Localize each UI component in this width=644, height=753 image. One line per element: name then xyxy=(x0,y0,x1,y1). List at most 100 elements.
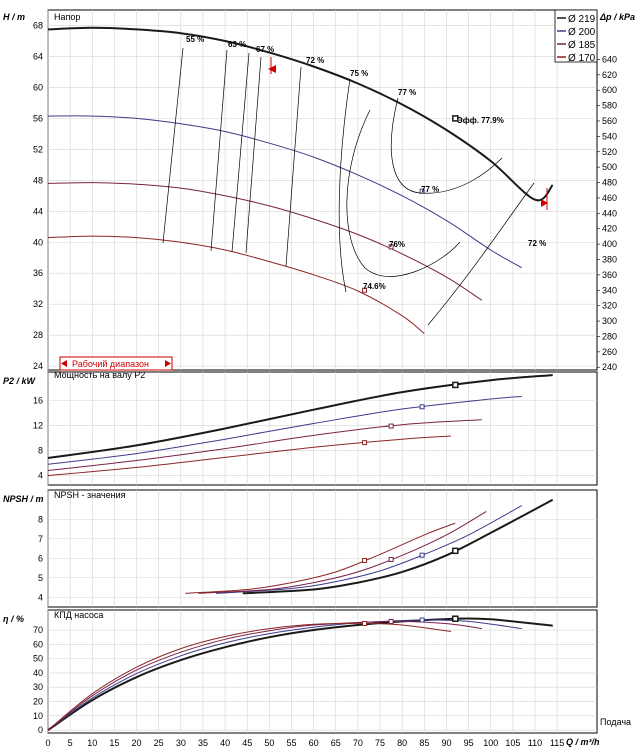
efficiency-y-tick-label: 20 xyxy=(33,697,43,707)
npsh-y-axis-label: NPSH / m xyxy=(3,494,44,504)
eff-label-77b: 77 % xyxy=(421,185,439,194)
operating-range-box xyxy=(59,356,173,371)
efficiency-y-tick-label: 50 xyxy=(33,654,43,664)
x-tick-label: 20 xyxy=(132,738,142,748)
head-y-tick-label: 64 xyxy=(33,51,43,61)
efficiency-panel-title: КПД насоса xyxy=(54,610,103,620)
pressure-y-tick-label: 640 xyxy=(602,54,617,64)
npsh-y-tick-label: 4 xyxy=(38,592,43,602)
npsh-curve-170 xyxy=(185,522,456,594)
legend-label-200: Ø 200 xyxy=(568,27,596,38)
legend-label-185: Ø 185 xyxy=(568,40,596,51)
head-y-axis-label: H / m xyxy=(3,12,25,22)
flow-axis-caption: Подача xyxy=(600,717,631,727)
power-y-tick-label: 16 xyxy=(33,395,43,405)
x-tick-label: 40 xyxy=(220,738,230,748)
efficiency-y-tick-label: 60 xyxy=(33,639,43,649)
head-y-tick-label: 36 xyxy=(33,268,43,278)
efficiency-curve-219 xyxy=(47,617,553,731)
npsh-y-tick-label: 5 xyxy=(38,573,43,583)
x-tick-label: 25 xyxy=(154,738,164,748)
head-y-tick-label: 68 xyxy=(33,20,43,30)
power-duty-point-marker xyxy=(388,423,394,429)
power-duty-point-marker xyxy=(419,404,425,410)
pressure-y-tick-label: 360 xyxy=(602,270,617,280)
legend-label-219: Ø 219 xyxy=(568,14,596,25)
efficiency-duty-point-marker xyxy=(419,617,425,623)
legend: Ø 219 Ø 200 Ø 185 Ø 170 xyxy=(554,9,598,64)
x-tick-label: 105 xyxy=(505,738,520,748)
x-tick-label: 30 xyxy=(176,738,186,748)
pressure-y-tick-label: 380 xyxy=(602,254,617,264)
power-curve-219 xyxy=(47,374,553,459)
eff-label-72b: 72 % xyxy=(528,239,546,248)
power-curve-170 xyxy=(47,435,451,477)
operating-point-label: Эфф. 77.9% xyxy=(457,116,504,125)
x-tick-label: 110 xyxy=(528,738,542,748)
power-y-tick-label: 12 xyxy=(33,420,43,430)
x-tick-label: 80 xyxy=(397,738,407,748)
head-curve-170 xyxy=(47,235,425,334)
x-tick-label: 65 xyxy=(331,738,341,748)
iso-line-55 xyxy=(162,47,184,244)
eff-label-63: 63 % xyxy=(228,40,246,49)
x-tick-label: 75 xyxy=(375,738,385,748)
iso-line-63 xyxy=(210,49,228,252)
efficiency-y-tick-label: 70 xyxy=(33,625,43,635)
head-panel-title: Напор xyxy=(54,12,80,22)
x-tick-label: 60 xyxy=(309,738,319,748)
x-tick-label: 85 xyxy=(419,738,429,748)
power-curve-200 xyxy=(47,396,522,465)
head-y-tick-label: 40 xyxy=(33,237,43,247)
pressure-y-tick-label: 420 xyxy=(602,224,617,234)
pressure-y-tick-label: 520 xyxy=(602,147,617,157)
head-y-tick-label: 48 xyxy=(33,175,43,185)
head-y-tick-label: 24 xyxy=(33,361,43,371)
eff-label-67: 67 % xyxy=(256,45,274,54)
flow-x-axis-label: Q / m³/h xyxy=(566,737,600,747)
legend-label-170: Ø 170 xyxy=(568,53,596,64)
npsh-y-tick-label: 6 xyxy=(38,553,43,563)
pressure-y-tick-label: 400 xyxy=(602,239,617,249)
power-duty-point-marker xyxy=(452,381,459,389)
eff-label-76: 76% xyxy=(389,240,405,249)
head-y-tick-label: 28 xyxy=(33,330,43,340)
head-curve-200 xyxy=(47,115,522,269)
x-tick-label: 15 xyxy=(109,738,119,748)
eff-label-74-6: 74.6% xyxy=(363,282,386,291)
pressure-y-tick-label: 560 xyxy=(602,116,617,126)
npsh-curve-219 xyxy=(242,498,554,595)
x-tick-label: 5 xyxy=(68,738,73,748)
x-tick-label: 55 xyxy=(287,738,297,748)
power-y-tick-label: 8 xyxy=(38,445,43,455)
power-duty-point-marker xyxy=(362,440,368,446)
pressure-y-tick-label: 500 xyxy=(602,162,617,172)
pressure-y-tick-label: 320 xyxy=(602,301,617,311)
npsh-duty-point-marker xyxy=(419,552,425,558)
iso-line-72 xyxy=(285,66,302,267)
x-tick-label: 10 xyxy=(87,738,97,748)
x-tick-label: 50 xyxy=(264,738,274,748)
operating-range-left-arrow xyxy=(61,360,67,367)
pressure-y-tick-label: 260 xyxy=(602,347,617,357)
npsh-panel-title: NPSH - значения xyxy=(54,490,126,500)
pressure-y-tick-label: 460 xyxy=(602,193,617,203)
efficiency-duty-point-marker xyxy=(452,615,459,622)
duty-point-marker xyxy=(388,244,394,250)
npsh-duty-point-marker xyxy=(452,547,459,555)
efficiency-iso-lines xyxy=(162,47,535,326)
efficiency-duty-point-marker xyxy=(388,618,394,624)
head-y-tick-label: 52 xyxy=(33,144,43,154)
pressure-y-tick-label: 620 xyxy=(602,70,617,80)
pressure-y-tick-label: 480 xyxy=(602,178,617,188)
x-tick-label: 70 xyxy=(353,738,363,748)
head-y-tick-label: 60 xyxy=(33,82,43,92)
x-tick-label: 90 xyxy=(441,738,451,748)
npsh-duty-point-marker xyxy=(362,557,368,563)
x-tick-label: 45 xyxy=(242,738,252,748)
head-y-tick-label: 44 xyxy=(33,206,43,216)
eff-label-77a: 77 % xyxy=(398,88,416,97)
curve-layer xyxy=(47,26,554,731)
iso-line-67 xyxy=(245,56,262,254)
head-curve-219 xyxy=(47,26,554,202)
